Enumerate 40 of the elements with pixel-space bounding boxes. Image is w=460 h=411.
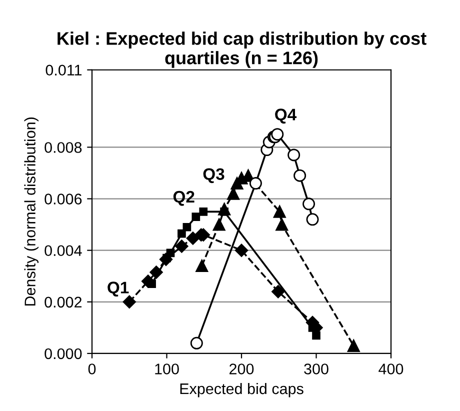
x-tick-label: 400 xyxy=(378,364,404,374)
point xyxy=(288,148,300,162)
point xyxy=(212,218,226,231)
point xyxy=(196,260,208,272)
point xyxy=(294,169,306,182)
point xyxy=(306,213,319,226)
point xyxy=(199,208,208,216)
annotation: Q1 xyxy=(108,282,129,297)
point xyxy=(249,177,262,190)
point xyxy=(273,205,286,218)
y-axis-title: Density (normal distribution) xyxy=(24,118,38,306)
point xyxy=(192,212,200,221)
x-axis-title: Expected bid caps xyxy=(180,382,304,398)
annotation: Q3 xyxy=(203,168,224,184)
y-tick-label: 0.002 xyxy=(44,296,82,308)
annotation: Q2 xyxy=(173,190,194,206)
point xyxy=(234,244,248,257)
point xyxy=(271,128,284,141)
x-tick-label: 300 xyxy=(304,364,328,374)
point xyxy=(190,336,203,350)
point xyxy=(175,240,188,253)
y-tick-label: 0.006 xyxy=(44,194,82,204)
point xyxy=(178,229,186,238)
y-tick-label: 0.000 xyxy=(44,348,82,360)
point xyxy=(302,198,316,210)
point xyxy=(186,232,200,245)
annotation: Q4 xyxy=(275,108,297,124)
point xyxy=(166,248,175,258)
point xyxy=(312,331,320,340)
x-tick-label: 100 xyxy=(155,364,179,374)
point xyxy=(122,295,136,308)
point xyxy=(182,222,192,232)
y-tick-label: 0.004 xyxy=(44,245,82,256)
y-tick-label: 0.008 xyxy=(44,142,82,153)
point xyxy=(347,339,360,352)
point xyxy=(276,218,288,231)
x-tick-label: 0 xyxy=(88,364,96,374)
x-tick-label: 200 xyxy=(230,364,254,374)
point xyxy=(218,202,231,216)
point xyxy=(272,285,285,298)
